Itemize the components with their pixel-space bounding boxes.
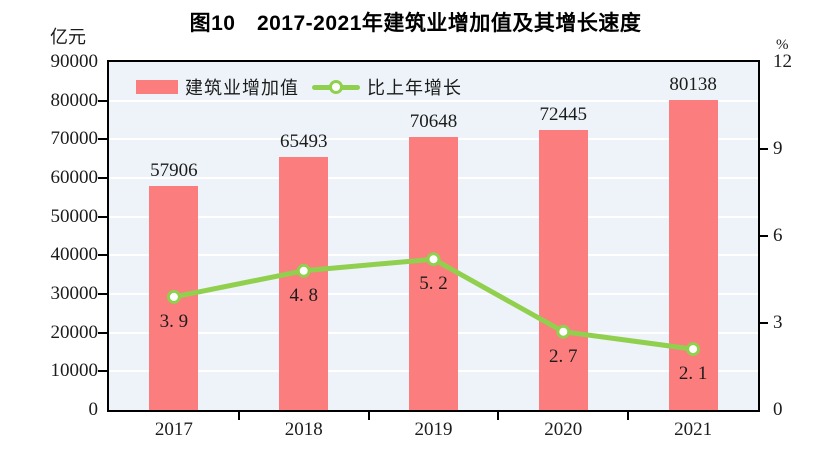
left-axis-tick-mark [98,293,107,295]
line-marker [686,342,701,357]
y-axis-tick-label-right: 9 [773,138,783,159]
left-axis-tick-mark [98,254,107,257]
x-axis-label: 2019 [414,419,453,440]
left-axis-tick-mark [98,215,107,218]
y-axis-tick-label-left: 70000 [50,128,99,150]
line-value-label: 4. 8 [289,284,318,306]
left-axis-tick-mark [98,331,107,334]
growth-line-layer [166,252,701,357]
right-axis-unit: % [776,37,789,53]
line-marker [556,324,571,339]
bar-value-label: 65493 [279,130,328,152]
bar [668,100,718,410]
chart-title: 图10 2017-2021年建筑业增加值及其增长速度 [189,12,642,35]
legend-line-marker-icon [329,80,343,94]
plot-inner: 0 10000 20000 30000 40000 50000 60000 70000 8000… [51,51,793,440]
right-axis-tick-mark [760,148,768,150]
legend-label: 比上年增长 [367,78,462,98]
line-value-label: 2. 7 [549,345,578,367]
x-axis-label: 2018 [284,419,323,440]
line-marker [166,289,181,304]
plot-area: 0 10000 20000 30000 40000 50000 60000 70000 8000… [51,51,793,440]
x-axis-label: 2020 [544,419,583,440]
x-axis-tick-mark [237,412,240,420]
x-axis-tick-mark [627,412,630,420]
legend-label: 建筑业增加值 [185,78,299,98]
left-axis-tick-mark [98,138,107,141]
legend-item: 比上年增长 [312,74,462,100]
bar-value-label: 72445 [539,103,588,125]
x-axis-tick-mark [367,412,370,420]
y-axis-tick-label-left: 20000 [50,321,99,343]
line-marker [426,252,441,267]
line-value-label: 5. 2 [419,273,448,295]
left-axis-tick-mark [98,177,107,179]
left-axis-tick-mark [98,370,107,373]
bar-value-label: 57906 [150,160,198,182]
gridline [109,99,758,102]
y-axis-tick-label-left: 30000 [50,283,99,304]
y-axis-tick-label-right: 12 [773,51,792,72]
y-axis-tick-label-right: 3 [773,312,783,333]
right-axis-tick-mark [760,322,768,324]
legend-bar-swatch-icon [136,80,178,94]
y-axis-tick-label-left: 90000 [50,51,99,72]
legend-line-swatch-icon [312,80,360,94]
line-marker [296,263,311,278]
x-axis-label: 2021 [674,419,713,440]
legend-item: 建筑业增加值 [136,74,299,100]
y-axis-tick-label-left: 80000 [50,89,99,111]
y-axis-tick-label-left: 40000 [50,244,99,266]
bar-value-label: 70648 [409,110,458,132]
legend: 建筑业增加值 比上年增长 [136,74,462,100]
left-axis-tick-mark [98,99,107,102]
bar-value-label: 80138 [669,74,717,96]
y-axis-tick-label-right: 6 [773,225,783,246]
line-value-label: 3. 9 [159,310,189,332]
y-axis-tick-label-left: 50000 [50,205,99,227]
bar [279,156,329,410]
y-axis-tick-label-left: 0 [88,399,99,420]
x-axis-tick-mark [497,412,500,420]
bar [538,129,588,410]
y-axis-tick-label-left: 60000 [50,167,99,188]
x-axis-label: 2017 [154,419,193,440]
bar [409,136,458,410]
y-axis-tick-label-left: 10000 [50,360,99,382]
line-value-label: 2. 1 [678,363,708,385]
y-axis-tick-label-right: 0 [773,399,783,420]
left-axis-unit: 亿元 [50,27,86,47]
right-axis-tick-mark [760,235,768,237]
